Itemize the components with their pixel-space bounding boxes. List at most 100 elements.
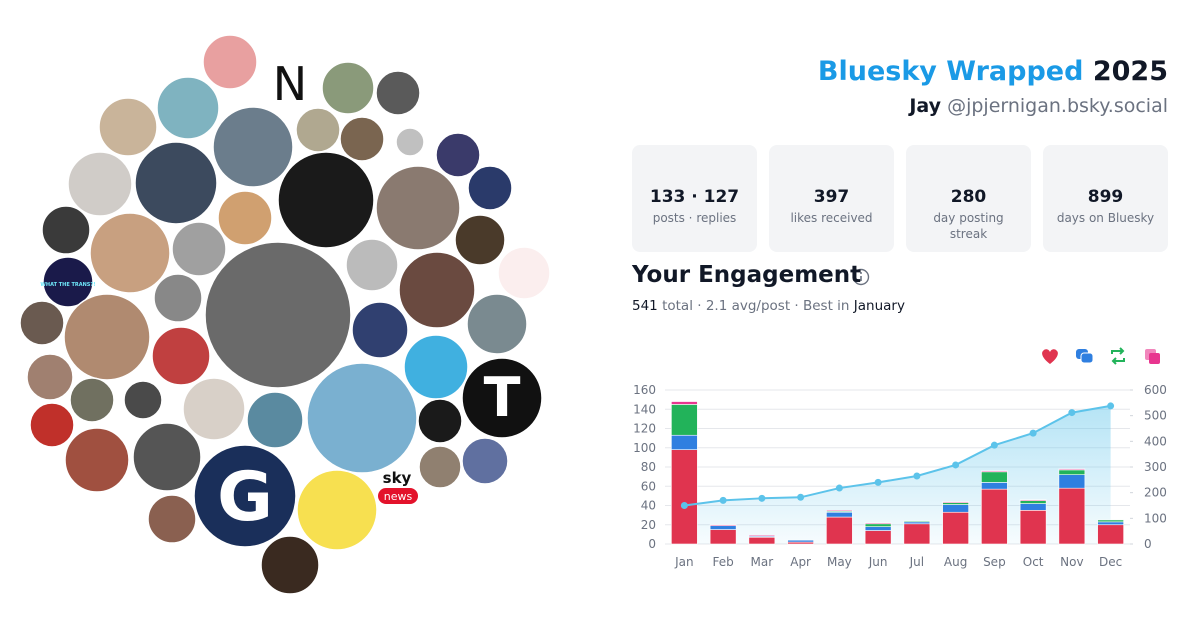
y2-tick-label: 300: [1144, 460, 1167, 474]
line-point: [1029, 429, 1037, 437]
line-point: [1107, 402, 1115, 410]
line-point: [913, 472, 921, 480]
stat-card: 397 likes received: [769, 145, 894, 252]
legend-icon: [1149, 353, 1160, 364]
y2-tick-label: 500: [1144, 409, 1167, 423]
avatar: [123, 380, 163, 420]
y-tick-label: 60: [641, 479, 656, 493]
bar-segment: [1019, 500, 1047, 504]
y-tick-label: 20: [641, 518, 656, 532]
x-tick-label: Sep: [983, 555, 1006, 569]
y2-tick-label: 400: [1144, 434, 1167, 448]
avatar: [461, 437, 509, 485]
x-tick-label: Aug: [944, 555, 967, 569]
x-tick-label: Feb: [713, 555, 734, 569]
avatar: [296, 469, 378, 551]
stat-label: posts · replies: [652, 211, 737, 225]
bar-segment: [1019, 503, 1047, 511]
avatar: [339, 116, 385, 162]
title-year: 2025: [1092, 56, 1168, 87]
bar-segment: [864, 526, 892, 531]
x-tick-label: Jan: [674, 555, 694, 569]
avatar: [193, 444, 297, 548]
avatar: [461, 357, 543, 439]
avatar: [132, 422, 202, 492]
y-tick-label: 40: [641, 499, 656, 513]
stat-label: days on Bluesky: [1056, 211, 1155, 225]
avatar: [277, 151, 375, 249]
avatar: [466, 293, 528, 355]
bar-segment: [1058, 469, 1086, 476]
avatar: [435, 132, 481, 178]
avatar: [89, 212, 171, 294]
bar-segment: [1058, 468, 1086, 471]
avatar: [202, 34, 258, 90]
bar-segment: [826, 516, 853, 545]
line: [684, 404, 1111, 507]
logo-text: sky: [383, 469, 412, 487]
avatar: [217, 190, 273, 246]
summary-text: total · 2.1 avg/post · Best in: [662, 298, 850, 314]
bar-segment: [1058, 474, 1086, 489]
user-name: Jay: [909, 95, 942, 117]
avatar: [153, 273, 203, 323]
x-tick-label: Mar: [751, 555, 774, 569]
avatar: [306, 362, 418, 474]
bar-segment: [1019, 499, 1047, 501]
avatar: [395, 127, 425, 157]
info-icon: [852, 268, 870, 286]
avatar: [403, 334, 469, 400]
section-title: Your Engagement: [632, 262, 862, 288]
bar-segment: [748, 535, 776, 537]
bar-segment: [903, 523, 931, 545]
bar-segment: [981, 488, 1008, 545]
y-tick-label: 100: [633, 441, 656, 455]
bar-segment: [671, 449, 698, 545]
summary-total: 541: [632, 298, 658, 314]
avatar: [204, 241, 352, 389]
avatar: [497, 246, 551, 300]
avatar: [42, 256, 94, 308]
logo-pill: [378, 488, 418, 504]
line-point: [835, 484, 843, 492]
line-point: [719, 496, 727, 504]
logo-text: news: [384, 490, 413, 503]
engagement-chart: 0 20 40 60 80 100 120 140 160 0 100 200 300 400 500 600…: [633, 383, 1167, 569]
stat-value: 899: [1087, 187, 1124, 207]
avatar: [321, 61, 375, 115]
x-tick-label: Jun: [868, 555, 888, 569]
stat-label: day posting streak: [933, 211, 1004, 241]
avatar: [29, 402, 75, 448]
bar-segment: [709, 529, 737, 545]
avatar: [398, 251, 476, 329]
bar-segment: [1097, 524, 1124, 545]
line-point: [680, 502, 688, 509]
y-tick-label: 140: [633, 402, 656, 416]
stat-card: 899 days on Bluesky: [1043, 145, 1168, 252]
avatar: [134, 141, 218, 225]
y-tick-label: 160: [633, 383, 656, 397]
bar-segment: [709, 525, 737, 530]
avatar: [63, 293, 151, 381]
avatar: [295, 107, 341, 153]
bar-segment: [942, 501, 969, 503]
bar-segment: [903, 520, 931, 523]
y2-tick-label: 0: [1144, 537, 1152, 551]
summary: 541 total · 2.1 avg/post · Best in Janua…: [632, 298, 905, 314]
y-tick-label: 120: [633, 422, 656, 436]
avatar: [41, 205, 91, 255]
bar-segment: [864, 522, 892, 525]
bar-segment: [826, 510, 853, 512]
y-tick-label: 80: [641, 460, 656, 474]
y2-tick-label: 200: [1144, 486, 1167, 500]
bar-segment: [826, 511, 853, 518]
x-tick-label: Dec: [1099, 555, 1122, 569]
y2-tick-label: 100: [1144, 511, 1167, 525]
user: Jay @jpjernigan.bsky.social: [909, 95, 1168, 117]
bar-segment: [1097, 521, 1124, 526]
y2-tick-label: 600: [1144, 383, 1167, 397]
title-text: Bluesky Wrapped: [817, 56, 1084, 87]
bar-segment: [864, 523, 892, 527]
avatar: [246, 391, 304, 449]
